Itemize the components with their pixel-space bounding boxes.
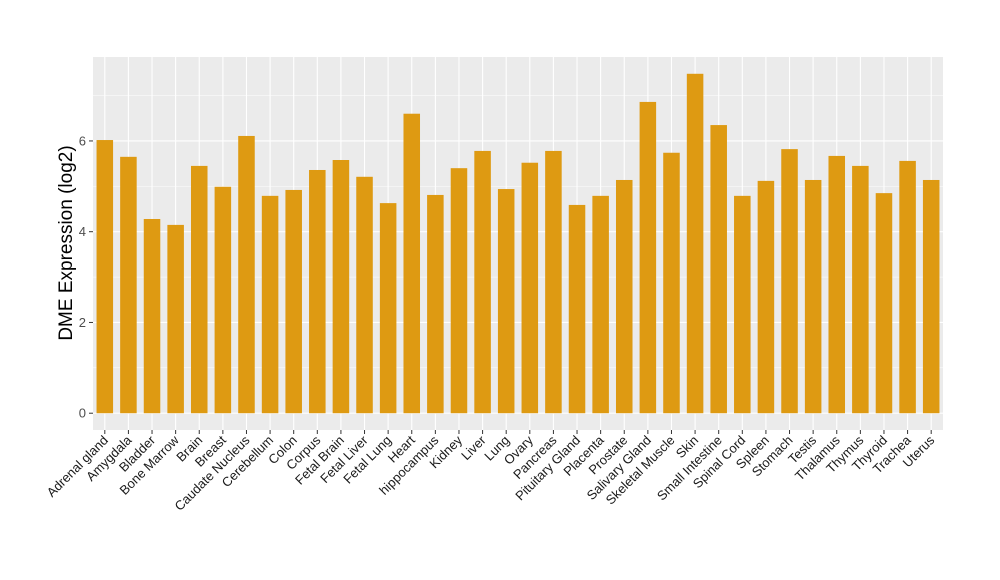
bar-skin	[686, 73, 704, 414]
bar-corpus	[309, 169, 326, 414]
bar-stomach	[781, 149, 798, 414]
bar-brain	[190, 165, 208, 414]
bar-pituitary-gland	[568, 204, 586, 414]
bar-fetal-lung	[379, 203, 397, 414]
bar-thyroid	[875, 193, 893, 414]
bar-ovary	[521, 162, 539, 414]
y-tick-label: 0	[79, 406, 86, 421]
x-tick-label: Liver	[458, 432, 489, 463]
bar-adrenal-gland	[96, 140, 114, 414]
bar-testis	[804, 179, 822, 414]
bar-spinal-cord	[734, 195, 751, 414]
bar-amygdala	[120, 156, 137, 414]
bar-hippocampus	[427, 194, 444, 414]
bar-liver	[474, 150, 491, 414]
bar-trachea	[899, 160, 916, 414]
bar-salivary-gland	[639, 101, 657, 414]
bar-kidney	[450, 168, 468, 414]
bar-skeletal-muscle	[663, 152, 680, 414]
y-tick-label: 4	[79, 224, 86, 239]
bar-caudate-nucleus	[238, 135, 255, 414]
bar-colon	[285, 189, 302, 414]
bar-bladder	[143, 218, 161, 414]
bar-bone-marrow	[167, 224, 184, 414]
bar-heart	[403, 113, 421, 414]
bar-cerebellum	[261, 195, 279, 414]
bar-pancreas	[545, 150, 562, 414]
y-tick-label: 2	[79, 315, 86, 330]
bar-fetal-brain	[332, 160, 350, 414]
bar-thymus	[852, 165, 869, 414]
bar-placenta	[592, 195, 609, 414]
bar-fetal-liver	[356, 176, 373, 414]
bar-thalamus	[828, 155, 846, 414]
bar-lung	[497, 189, 515, 414]
bar-prostate	[615, 179, 633, 414]
bar-small-intestine	[710, 125, 727, 414]
bar-breast	[214, 186, 232, 414]
bar-spleen	[757, 180, 775, 414]
y-tick-label: 6	[79, 133, 86, 148]
bar-uterus	[922, 179, 940, 414]
y-axis-label: DME Expression (log2)	[56, 145, 77, 340]
